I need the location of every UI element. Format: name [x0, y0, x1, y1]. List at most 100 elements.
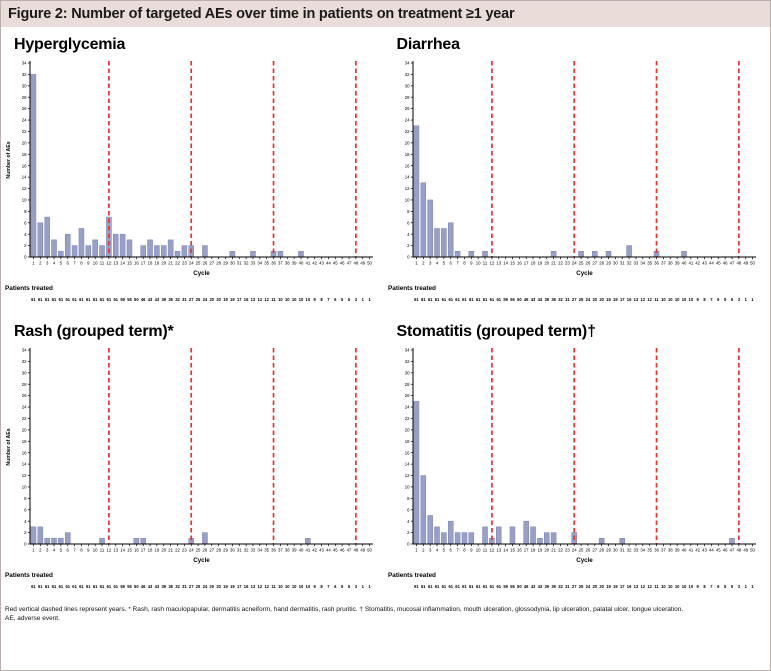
svg-text:16: 16 [134, 261, 139, 266]
patients-treated-row: 61 61 61 61 61 61 61 61 61 61 61 61 61 59 55 50 46 43 43 39… [414, 297, 754, 302]
bars-group [30, 74, 304, 258]
bar-cycle-15 [509, 526, 515, 545]
svg-text:35: 35 [647, 548, 652, 553]
svg-text:17: 17 [237, 297, 242, 302]
svg-text:61: 61 [469, 584, 474, 589]
svg-text:21: 21 [168, 548, 173, 553]
svg-text:0: 0 [24, 255, 27, 260]
svg-text:3: 3 [428, 261, 431, 266]
svg-text:61: 61 [107, 584, 112, 589]
svg-text:25: 25 [196, 584, 201, 589]
svg-text:4: 4 [53, 261, 56, 266]
svg-text:25: 25 [578, 261, 583, 266]
svg-text:42: 42 [312, 261, 317, 266]
svg-text:2: 2 [24, 530, 27, 535]
svg-text:7: 7 [710, 297, 713, 302]
bar-cycle-3 [44, 216, 50, 258]
svg-text:26: 26 [585, 548, 590, 553]
svg-text:16: 16 [244, 297, 249, 302]
svg-text:2: 2 [407, 530, 410, 535]
svg-text:30: 30 [612, 261, 617, 266]
bars-group [413, 125, 687, 258]
svg-text:29: 29 [223, 548, 228, 553]
svg-text:27: 27 [209, 261, 214, 266]
svg-text:19: 19 [230, 584, 235, 589]
svg-text:13: 13 [113, 261, 118, 266]
svg-text:31: 31 [237, 261, 242, 266]
svg-text:21: 21 [168, 261, 173, 266]
year-lines-group [108, 61, 357, 257]
svg-text:19: 19 [155, 261, 160, 266]
svg-text:10: 10 [667, 584, 672, 589]
svg-text:36: 36 [271, 548, 276, 553]
svg-text:30: 30 [230, 261, 235, 266]
svg-text:22: 22 [175, 548, 180, 553]
svg-text:6: 6 [24, 507, 27, 512]
svg-text:20: 20 [216, 297, 221, 302]
svg-text:43: 43 [530, 584, 535, 589]
svg-text:20: 20 [22, 427, 27, 432]
svg-text:15: 15 [127, 548, 132, 553]
svg-text:61: 61 [79, 584, 84, 589]
svg-text:14: 14 [22, 462, 27, 467]
bar-cycle-17 [140, 245, 146, 258]
svg-text:15: 15 [510, 548, 515, 553]
svg-text:10: 10 [292, 297, 297, 302]
svg-text:13: 13 [633, 584, 638, 589]
footnote-line-1: Red vertical dashed lines represent year… [5, 606, 684, 613]
svg-text:12: 12 [22, 186, 27, 191]
x-ticks-group: 1 2 3 4 5 6 7 8 9 10 11 12 13 14 15 16 17 18 19 20 21 22 23 24 2… [415, 257, 755, 266]
chart-diarrhea: 0 2 4 6 8 10 12 14 16 18 20 22 24 26 28 30 32 34 1 2 3 4 5 6 7 8 9… [387, 57, 768, 315]
svg-text:18: 18 [148, 261, 153, 266]
svg-text:50: 50 [367, 261, 372, 266]
svg-text:10: 10 [681, 584, 686, 589]
bar-cycle-9 [468, 532, 474, 545]
svg-text:61: 61 [441, 297, 446, 302]
svg-text:22: 22 [175, 261, 180, 266]
svg-text:4: 4 [435, 261, 438, 266]
svg-text:8: 8 [463, 261, 466, 266]
svg-text:10: 10 [285, 584, 290, 589]
svg-text:48: 48 [736, 548, 741, 553]
svg-text:13: 13 [251, 297, 256, 302]
bar-cycle-31 [618, 538, 625, 545]
bar-cycle-6 [447, 222, 453, 258]
y-axis-title: Number of AEs [6, 428, 12, 465]
x-axis-title: Cycle [576, 270, 593, 277]
svg-text:22: 22 [558, 548, 563, 553]
svg-text:61: 61 [434, 297, 439, 302]
svg-text:50: 50 [367, 548, 372, 553]
bar-cycle-3 [426, 515, 433, 545]
svg-text:25: 25 [578, 548, 583, 553]
svg-text:10: 10 [22, 198, 27, 203]
svg-text:61: 61 [434, 584, 439, 589]
svg-text:16: 16 [134, 548, 139, 553]
svg-text:17: 17 [619, 584, 624, 589]
chart-hyperglycemia: 0 2 4 6 8 10 12 14 16 18 20 22 24 26 28 30 32 34 1 2 3 4 5 6 7 8 9… [4, 57, 385, 315]
svg-text:14: 14 [404, 462, 409, 467]
svg-text:61: 61 [441, 584, 446, 589]
panel-title-stomatitis: Stomatitis (grouped term)† [396, 323, 596, 340]
x-axis-title: Cycle [193, 557, 210, 564]
svg-text:20: 20 [599, 584, 604, 589]
bar-cycle-5 [440, 532, 447, 545]
svg-text:8: 8 [703, 584, 706, 589]
svg-text:16: 16 [404, 163, 409, 168]
svg-text:38: 38 [667, 261, 672, 266]
svg-text:61: 61 [482, 584, 487, 589]
svg-text:2: 2 [39, 261, 42, 266]
x-axis-title: Cycle [576, 557, 593, 564]
bar-cycle-20 [543, 532, 550, 545]
svg-text:5: 5 [60, 548, 63, 553]
svg-text:8: 8 [80, 548, 83, 553]
bar-cycle-40 [298, 251, 304, 258]
bar-cycle-17 [522, 520, 529, 545]
svg-text:13: 13 [251, 584, 256, 589]
svg-text:10: 10 [661, 584, 666, 589]
svg-text:55: 55 [510, 584, 515, 589]
svg-text:9: 9 [696, 584, 699, 589]
bar-cycle-37 [277, 251, 284, 258]
svg-text:24: 24 [585, 297, 590, 302]
svg-text:30: 30 [22, 83, 27, 88]
